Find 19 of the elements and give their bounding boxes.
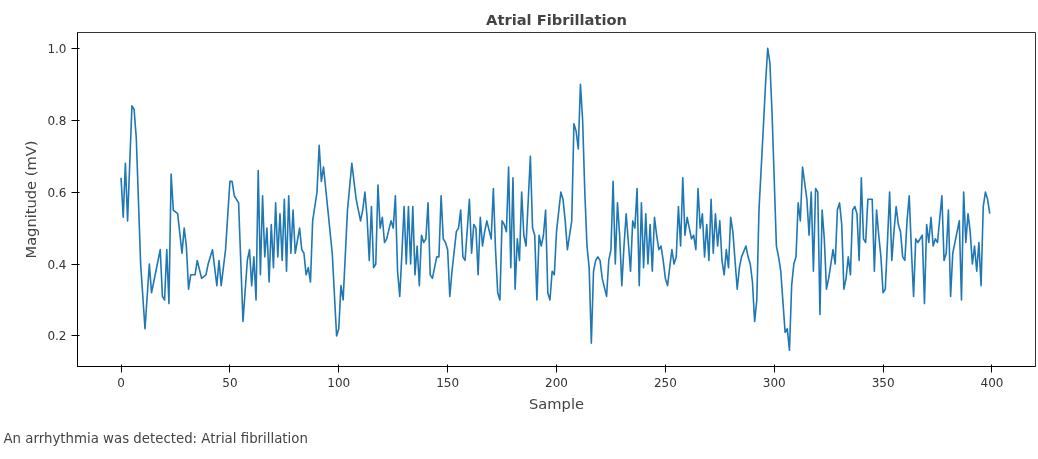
y-tick-label: 0.6 xyxy=(47,185,67,200)
x-tick-label: 350 xyxy=(871,375,895,390)
chart-title: Atrial Fibrillation xyxy=(486,10,627,28)
x-tick-label: 250 xyxy=(653,375,677,390)
x-tick-label: 100 xyxy=(327,375,351,390)
line-series xyxy=(120,47,991,352)
text: An arrhythmia was detected: Atrial fibrillation xyxy=(3,430,308,446)
x-tick-label: 50 xyxy=(222,375,238,390)
x-axis-title: Sample xyxy=(529,394,584,412)
y-tick-label: 1.0 xyxy=(47,41,67,56)
y-tick-label: 0.4 xyxy=(47,257,67,272)
x-tick-label: 300 xyxy=(762,375,786,390)
y-tick-label: 0.8 xyxy=(47,113,67,128)
x-tick-label: 0 xyxy=(117,375,125,390)
y-axis-title: Magnitude (mV) xyxy=(22,140,40,259)
x-tick-label: 200 xyxy=(545,375,568,390)
x-tick-label: 400 xyxy=(980,375,1004,390)
x-tick-label: 150 xyxy=(436,375,460,390)
y-tick-label: 0.2 xyxy=(47,329,67,344)
